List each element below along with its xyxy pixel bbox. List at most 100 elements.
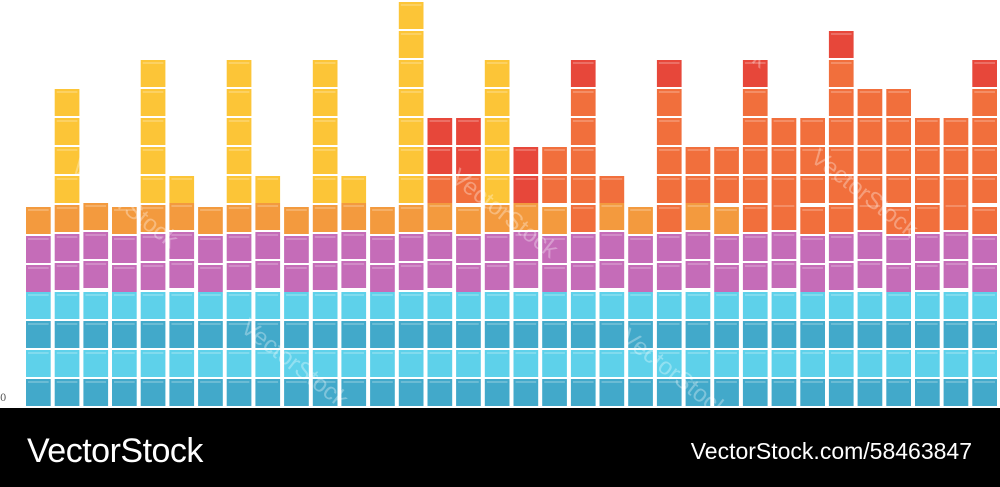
equalizer-block-highlight <box>888 178 909 180</box>
equalizer-block <box>972 236 997 263</box>
equalizer-block-highlight <box>917 323 938 325</box>
equalizer-block-highlight <box>142 352 164 354</box>
equalizer-block-highlight <box>544 209 565 211</box>
equalizer-block <box>484 321 510 348</box>
equalizer-block-highlight <box>859 205 881 207</box>
equalizer-block-highlight <box>830 236 852 238</box>
equalizer-block <box>943 118 969 145</box>
equalizer-block <box>226 234 252 261</box>
equalizer-block-highlight <box>744 294 766 296</box>
equalizer-block-highlight <box>85 381 107 383</box>
equalizer-block <box>140 350 166 377</box>
equalizer-block <box>857 379 883 406</box>
equalizer-block-highlight <box>802 149 823 151</box>
equalizer-block-highlight <box>400 149 422 151</box>
equalizer-block <box>656 89 682 116</box>
equalizer-block-highlight <box>228 91 250 93</box>
equalizer-block <box>972 379 997 406</box>
equalizer-block-highlight <box>744 120 766 122</box>
equalizer-block-highlight <box>458 120 479 122</box>
equalizer-block <box>857 292 883 319</box>
equalizer-block <box>628 321 653 348</box>
equalizer-block <box>599 176 625 203</box>
equalizer-block <box>628 236 653 263</box>
equalizer-block <box>226 118 252 145</box>
equalizer-block <box>656 118 682 145</box>
equalizer-block <box>226 89 252 116</box>
equalizer-block <box>742 176 768 203</box>
equalizer-block <box>312 321 338 348</box>
equalizer-block-highlight <box>228 236 250 238</box>
equalizer-block-highlight <box>888 91 909 93</box>
equalizer-block-highlight <box>658 236 680 238</box>
equalizer-column <box>83 203 109 406</box>
equalizer-block <box>628 265 653 292</box>
equalizer-block <box>140 263 166 290</box>
equalizer-block <box>26 379 51 406</box>
equalizer-column <box>972 60 997 406</box>
equalizer-block-highlight <box>200 323 221 325</box>
equalizer-block <box>198 321 223 348</box>
equalizer-block <box>54 176 80 203</box>
equalizer-block-highlight <box>429 178 451 180</box>
equalizer-block <box>915 321 940 348</box>
equalizer-block-highlight <box>917 207 938 209</box>
equalizer-block-highlight <box>601 178 623 180</box>
equalizer-block <box>513 232 539 259</box>
equalizer-block <box>370 292 395 319</box>
equalizer-block-highlight <box>228 294 250 296</box>
equalizer-block <box>284 265 309 292</box>
equalizer-block-highlight <box>744 207 766 209</box>
equalizer-block-highlight <box>429 381 451 383</box>
equalizer-block <box>226 292 252 319</box>
equalizer-block-highlight <box>343 263 365 265</box>
equalizer-column <box>599 176 625 406</box>
equalizer-block-highlight <box>687 205 709 207</box>
equalizer-block <box>226 263 252 290</box>
equalizer-block <box>398 379 424 406</box>
equalizer-block-highlight <box>486 207 508 209</box>
equalizer-block-highlight <box>802 209 823 211</box>
equalizer-block-highlight <box>859 323 881 325</box>
equalizer-block <box>54 379 80 406</box>
equalizer-block-highlight <box>85 294 107 296</box>
equalizer-block <box>542 379 567 406</box>
equalizer-block-highlight <box>572 294 594 296</box>
equalizer-block-highlight <box>257 178 279 180</box>
equalizer-column <box>112 207 137 406</box>
equalizer-block-highlight <box>200 381 221 383</box>
equalizer-block <box>685 232 711 259</box>
equalizer-block-highlight <box>372 238 393 240</box>
equalizer-block <box>169 379 195 406</box>
equalizer-block-highlight <box>458 149 479 151</box>
equalizer-block-highlight <box>56 236 78 238</box>
equalizer-block-highlight <box>56 323 78 325</box>
equalizer-block <box>828 118 854 145</box>
equalizer-block-highlight <box>974 178 995 180</box>
equalizer-block <box>169 261 195 288</box>
equalizer-block <box>742 234 768 261</box>
equalizer-block-highlight <box>917 236 938 238</box>
equalizer-block <box>341 261 367 288</box>
equalizer-block-highlight <box>974 120 995 122</box>
equalizer-block-highlight <box>486 265 508 267</box>
equalizer-block-highlight <box>974 294 995 296</box>
equalizer-block-highlight <box>486 149 508 151</box>
equalizer-block-highlight <box>945 120 967 122</box>
equalizer-block <box>972 60 997 87</box>
equalizer-block <box>427 261 453 288</box>
equalizer-block-highlight <box>28 294 49 296</box>
equalizer-block <box>570 147 596 174</box>
equalizer-block-highlight <box>142 323 164 325</box>
equalizer-block-highlight <box>830 265 852 267</box>
equalizer-block-highlight <box>658 323 680 325</box>
equalizer-block <box>370 265 395 292</box>
equalizer-block <box>771 176 797 203</box>
equalizer-block-highlight <box>429 323 451 325</box>
equalizer-block <box>427 118 453 145</box>
equalizer-block-highlight <box>974 149 995 151</box>
equalizer-block-highlight <box>687 149 709 151</box>
equalizer-block <box>54 321 80 348</box>
equalizer-block-highlight <box>372 294 393 296</box>
equalizer-block-highlight <box>917 381 938 383</box>
